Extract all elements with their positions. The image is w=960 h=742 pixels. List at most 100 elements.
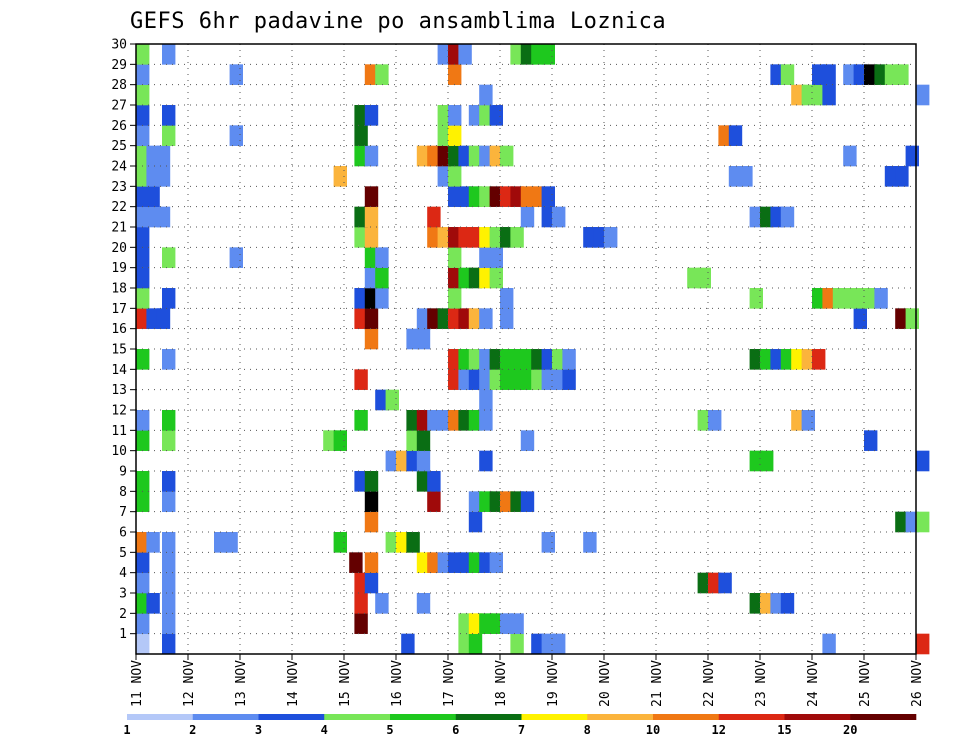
heatmap-cell [468, 410, 483, 431]
colorbar-label: 6 [452, 723, 459, 737]
heatmap-cell [916, 84, 930, 106]
heatmap-cell [136, 349, 150, 370]
heatmap-cell [458, 308, 472, 329]
heatmap-cell [162, 633, 176, 655]
heatmap-cell [468, 267, 483, 289]
heatmap-cell [489, 613, 503, 634]
heatmap-cell [406, 430, 420, 451]
heatmap-cell [146, 532, 160, 553]
heatmap-cell [458, 613, 472, 634]
heatmap-cell [458, 145, 472, 167]
heatmap-cell [448, 44, 462, 65]
heatmap-cell [520, 186, 535, 207]
heatmap-cell [416, 328, 431, 350]
heatmap-cell [500, 369, 514, 390]
heatmap-cell [479, 450, 493, 472]
heatmap-cell [531, 633, 545, 655]
heatmap-cell [136, 471, 150, 492]
heatmap-cell [146, 166, 160, 187]
heatmap-cell [224, 532, 238, 553]
colorbar-swatch [324, 714, 391, 720]
heatmap-cell [416, 410, 431, 431]
heatmap-cell [801, 349, 815, 370]
heatmap-cell [697, 572, 711, 594]
heatmap-cell [136, 552, 150, 573]
heatmap-cell [812, 84, 826, 106]
heatmap-cell [354, 410, 368, 431]
heatmap-cell [162, 572, 176, 594]
heatmap-cell [843, 145, 857, 167]
heatmap-cell [364, 572, 379, 594]
heatmap-cell [531, 349, 545, 370]
colorbar-swatch [587, 714, 654, 720]
x-tick-label: 14 NOV [286, 660, 301, 707]
heatmap-cell [354, 206, 368, 228]
heatmap-cell [146, 308, 160, 329]
grid-lines [136, 44, 916, 654]
heatmap-cell [323, 430, 337, 451]
heatmap-cell [375, 288, 389, 309]
heatmap-cell [520, 44, 535, 65]
heatmap-cell [364, 491, 379, 512]
x-tick-label: 15 NOV [338, 660, 353, 707]
heatmap-cell [489, 349, 503, 370]
y-tick-label: 6 [119, 526, 127, 541]
colorbar-label: 8 [584, 723, 591, 737]
heatmap-cell [136, 64, 150, 85]
heatmap-cell [468, 308, 483, 329]
heatmap-cell [520, 349, 535, 370]
heatmap-cell [354, 105, 368, 126]
heatmap-cell [520, 430, 535, 451]
x-tick-label: 11 NOV [130, 660, 145, 707]
heatmap-cell [364, 552, 379, 573]
heatmap-cell [448, 349, 462, 370]
heatmap-cell [427, 145, 441, 167]
heatmap-cell [874, 288, 888, 309]
heatmap-cell [156, 206, 171, 228]
heatmap-cell [780, 64, 795, 85]
y-tick-label: 21 [111, 221, 127, 236]
heatmap-cell [354, 145, 368, 167]
heatmap-cell [162, 125, 176, 146]
heatmap-cell [728, 125, 743, 146]
x-tick-label: 26 NOV [910, 660, 925, 707]
heatmap-cell [458, 186, 472, 207]
heatmap-cell [780, 206, 795, 228]
heatmap-cell [905, 145, 919, 167]
heatmap-cell [479, 247, 493, 268]
y-tick-label: 2 [119, 607, 127, 622]
heatmap-cell [895, 64, 909, 85]
heatmap-cell [760, 349, 774, 370]
heatmap-cell [468, 349, 483, 370]
heatmap-cell [364, 186, 379, 207]
heatmap-cell [375, 247, 389, 268]
heatmap-cell [541, 44, 555, 65]
heatmap-cell [874, 64, 888, 85]
heatmap-cell [479, 84, 493, 106]
heatmap-cell [468, 613, 483, 634]
heatmap-cell [354, 471, 368, 492]
heatmap-cell [822, 64, 836, 85]
heatmap-cell [136, 308, 150, 329]
heatmap-cell [541, 186, 555, 207]
heatmap-cell [406, 410, 420, 431]
colorbar-swatch [192, 714, 259, 720]
heatmap-cell [162, 613, 176, 634]
colorbar-label: 12 [712, 723, 726, 737]
colorbar-swatch [258, 714, 325, 720]
heatmap-cell [780, 349, 795, 370]
heatmap-cell [136, 288, 150, 309]
heatmap-cell [406, 532, 420, 553]
heatmap-cell [448, 186, 462, 207]
y-tick-label: 23 [111, 180, 127, 195]
heatmap-cell [916, 633, 930, 655]
heatmap-cell [489, 186, 503, 207]
heatmap-cell [385, 532, 399, 553]
heatmap-cell [437, 308, 451, 329]
y-tick-label: 15 [111, 343, 127, 358]
heatmap-cell [333, 166, 347, 187]
heatmap-cell [458, 369, 472, 390]
x-tick-label: 20 NOV [598, 660, 613, 707]
heatmap-cell [489, 267, 503, 289]
heatmap-cell [468, 227, 483, 248]
